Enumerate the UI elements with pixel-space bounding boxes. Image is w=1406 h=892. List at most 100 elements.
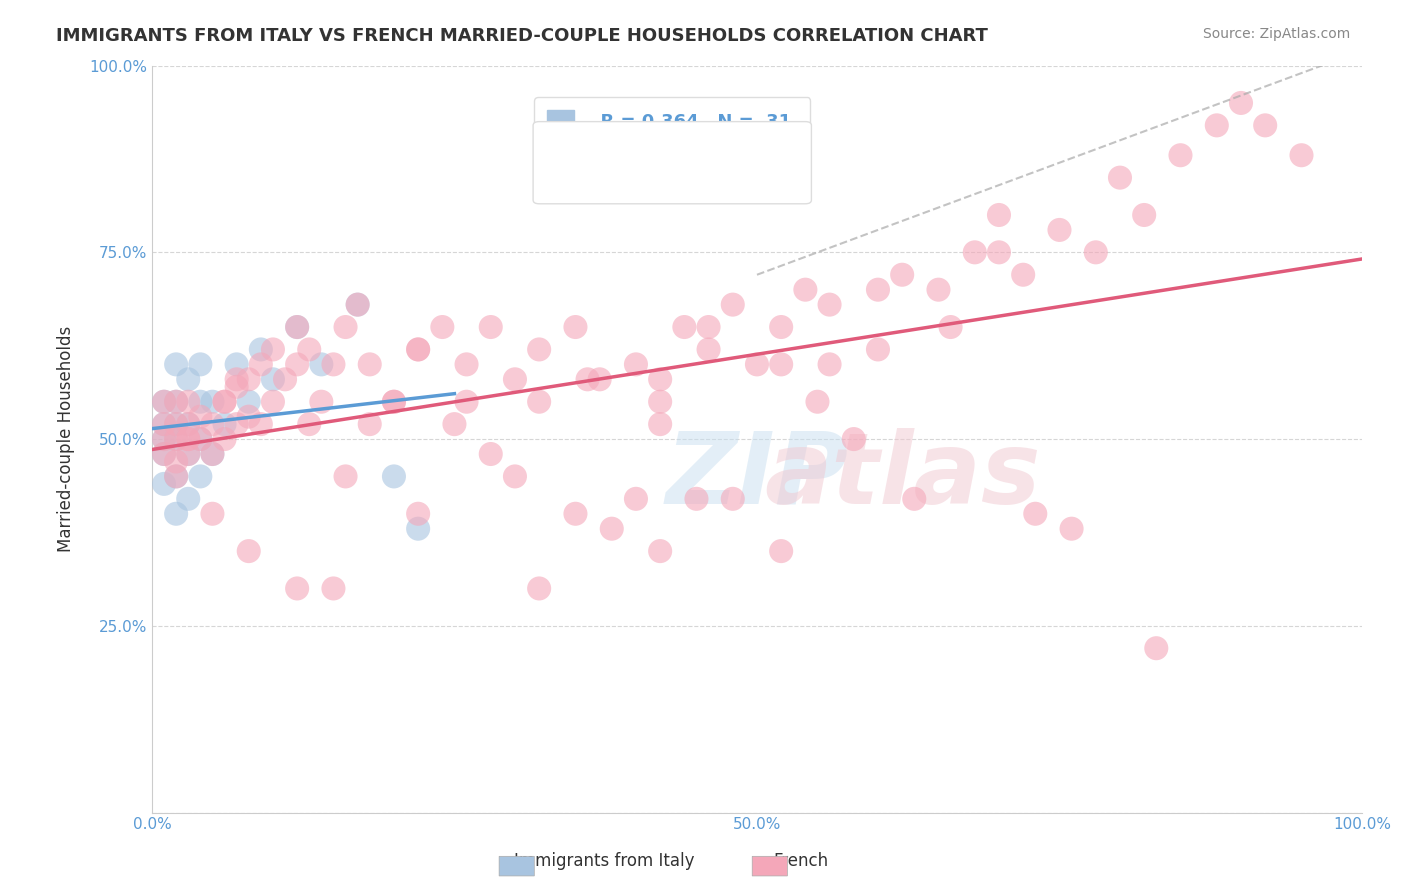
FancyBboxPatch shape [533, 121, 811, 203]
Point [818, 357, 841, 371]
Point [1133, 208, 1156, 222]
Point [177, 447, 200, 461]
Point [165, 432, 187, 446]
Point [322, 357, 344, 371]
Point [214, 432, 236, 446]
Point [250, 417, 273, 431]
Point [1144, 641, 1167, 656]
Point [177, 394, 200, 409]
Point [153, 447, 176, 461]
Point [165, 507, 187, 521]
Point [262, 372, 284, 386]
Point [456, 394, 478, 409]
Point [250, 343, 273, 357]
Point [298, 417, 321, 431]
Point [188, 357, 211, 371]
Point [588, 372, 610, 386]
Point [285, 357, 308, 371]
Point [891, 268, 914, 282]
Point [214, 394, 236, 409]
Point [165, 417, 187, 431]
Point [1049, 223, 1071, 237]
Point [1170, 148, 1192, 162]
Point [165, 394, 187, 409]
Point [406, 507, 429, 521]
Point [406, 343, 429, 357]
Point [697, 343, 720, 357]
Point [650, 417, 672, 431]
Point [165, 394, 187, 409]
Point [770, 357, 793, 371]
Point [1060, 522, 1083, 536]
Text: ZIP: ZIP [665, 428, 848, 524]
Point [153, 432, 176, 446]
Point [153, 417, 176, 431]
Point [238, 409, 260, 424]
Point [335, 469, 357, 483]
Point [456, 357, 478, 371]
Point [285, 320, 308, 334]
Point [335, 320, 357, 334]
Point [214, 417, 236, 431]
Point [153, 394, 176, 409]
Point [177, 417, 200, 431]
Point [624, 357, 647, 371]
Y-axis label: Married-couple Households: Married-couple Households [58, 326, 75, 552]
Point [201, 447, 224, 461]
Point [650, 544, 672, 558]
Point [988, 208, 1011, 222]
Point [927, 283, 949, 297]
Point [238, 544, 260, 558]
Point [201, 447, 224, 461]
Point [165, 469, 187, 483]
Point [443, 417, 465, 431]
Point [382, 394, 405, 409]
Point [406, 343, 429, 357]
Point [527, 343, 550, 357]
Point [322, 582, 344, 596]
Point [165, 432, 187, 446]
Point [721, 298, 744, 312]
Point [866, 283, 889, 297]
Text: French: French [773, 852, 830, 870]
Point [165, 469, 187, 483]
Point [650, 394, 672, 409]
Point [527, 582, 550, 596]
Point [165, 357, 187, 371]
Point [177, 491, 200, 506]
Point [285, 582, 308, 596]
Point [564, 320, 586, 334]
Point [201, 417, 224, 431]
Point [311, 357, 333, 371]
Point [188, 469, 211, 483]
Point [214, 394, 236, 409]
Point [165, 417, 187, 431]
Point [274, 372, 297, 386]
Point [1230, 95, 1253, 110]
Point [225, 372, 247, 386]
Point [177, 372, 200, 386]
Point [1254, 119, 1277, 133]
Point [311, 394, 333, 409]
Point [382, 394, 405, 409]
Point [963, 245, 986, 260]
Point [479, 447, 502, 461]
Point [842, 432, 865, 446]
Point [262, 343, 284, 357]
Point [432, 320, 454, 334]
Point [503, 469, 526, 483]
Point [745, 357, 768, 371]
Point [188, 394, 211, 409]
Point [238, 372, 260, 386]
Point [298, 343, 321, 357]
Point [939, 320, 962, 334]
Point [359, 357, 381, 371]
Point [250, 357, 273, 371]
Point [988, 245, 1011, 260]
Point [238, 394, 260, 409]
Point [1024, 507, 1046, 521]
Point [153, 394, 176, 409]
Point [346, 298, 368, 312]
Text: Immigrants from Italy: Immigrants from Italy [515, 852, 695, 870]
Point [576, 372, 599, 386]
